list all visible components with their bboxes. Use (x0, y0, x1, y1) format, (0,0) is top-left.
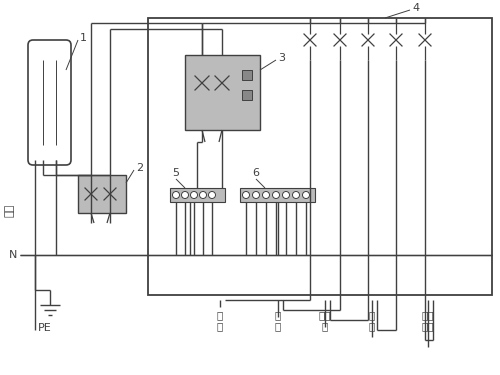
Text: 厨
房: 厨 房 (275, 310, 281, 332)
Text: 1: 1 (80, 33, 87, 43)
Circle shape (282, 192, 290, 198)
Bar (185, 55, 260, 130)
Text: 空
调: 空 调 (369, 310, 375, 332)
Circle shape (272, 192, 280, 198)
Text: 4: 4 (412, 3, 419, 13)
Text: 一般
插座: 一般 插座 (422, 310, 434, 332)
Circle shape (200, 192, 206, 198)
Bar (242, 70, 252, 80)
Text: PE: PE (38, 323, 52, 333)
Text: 6: 6 (252, 168, 259, 178)
Text: 火线: 火线 (5, 203, 15, 217)
FancyBboxPatch shape (28, 40, 71, 165)
Bar (148, 18, 492, 295)
Text: 卫生
间: 卫生 间 (319, 310, 331, 332)
Circle shape (208, 192, 216, 198)
Bar (78, 175, 126, 213)
Text: 5: 5 (172, 168, 179, 178)
Bar (170, 188, 225, 202)
Bar (242, 90, 252, 100)
Circle shape (302, 192, 310, 198)
Text: 照
明: 照 明 (217, 310, 223, 332)
Circle shape (190, 192, 198, 198)
Text: N: N (8, 250, 17, 260)
Circle shape (182, 192, 188, 198)
Text: 2: 2 (136, 163, 143, 173)
Circle shape (292, 192, 300, 198)
Circle shape (172, 192, 180, 198)
Bar (240, 188, 315, 202)
Circle shape (262, 192, 270, 198)
Circle shape (252, 192, 260, 198)
Text: 3: 3 (278, 53, 285, 63)
Circle shape (242, 192, 250, 198)
